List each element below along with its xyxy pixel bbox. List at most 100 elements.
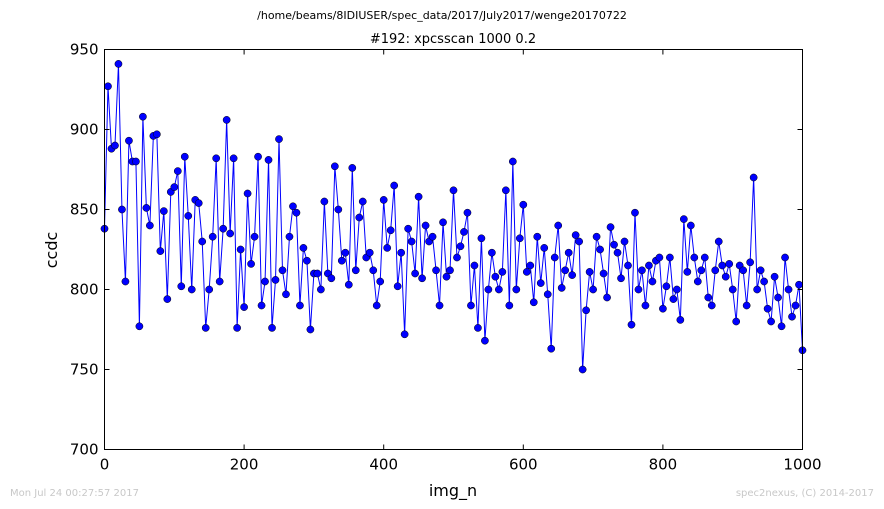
data-point xyxy=(163,295,172,303)
data-point xyxy=(435,301,444,310)
data-point xyxy=(714,237,723,246)
x-tick-label: 800 xyxy=(649,456,678,474)
data-point xyxy=(756,266,765,275)
data-point xyxy=(522,268,531,276)
data-point xyxy=(187,285,196,294)
data-point xyxy=(477,234,486,243)
data-point xyxy=(512,285,521,294)
data-point xyxy=(686,221,695,230)
data-point xyxy=(411,269,419,278)
data-point xyxy=(449,186,458,195)
data-point xyxy=(383,244,392,252)
data-point xyxy=(453,253,461,262)
data-point xyxy=(306,325,315,334)
data-point xyxy=(320,197,329,206)
data-point xyxy=(404,224,412,233)
data-point xyxy=(226,229,234,238)
data-point xyxy=(153,130,161,139)
data-point xyxy=(292,208,301,217)
y-tick-label: 850 xyxy=(70,201,99,219)
data-point xyxy=(526,261,535,270)
data-point xyxy=(603,293,611,302)
data-point xyxy=(397,248,405,257)
data-point xyxy=(767,317,775,326)
data-point xyxy=(278,266,287,275)
data-point xyxy=(505,301,514,310)
data-point xyxy=(645,261,653,270)
data-point xyxy=(264,156,273,164)
data-point xyxy=(222,116,231,124)
data-point xyxy=(540,244,549,252)
data-point xyxy=(400,330,409,339)
data-point xyxy=(557,284,566,292)
data-point xyxy=(697,266,706,275)
data-point xyxy=(777,322,786,331)
data-point xyxy=(125,136,133,145)
data-point xyxy=(529,298,538,307)
data-point xyxy=(254,152,262,161)
data-point xyxy=(121,277,130,286)
data-point xyxy=(135,322,144,331)
data-point xyxy=(247,260,255,268)
data-point xyxy=(257,301,266,310)
data-point xyxy=(536,279,545,287)
data-point xyxy=(638,266,646,275)
data-point xyxy=(495,285,503,294)
data-point xyxy=(484,285,493,294)
x-tick-label: 600 xyxy=(509,456,538,474)
data-point xyxy=(693,277,702,286)
data-point xyxy=(578,365,587,374)
data-point xyxy=(781,253,789,262)
data-point xyxy=(467,301,475,310)
data-point xyxy=(341,248,350,257)
data-point xyxy=(390,181,399,190)
data-point xyxy=(763,304,772,313)
data-point xyxy=(575,237,583,246)
data-point xyxy=(104,82,112,91)
data-point xyxy=(250,232,259,241)
data-point xyxy=(519,200,528,209)
data-point xyxy=(474,324,482,332)
data-point xyxy=(795,280,803,289)
data-point xyxy=(508,157,517,166)
data-point xyxy=(589,285,597,294)
x-axis-label: img_n xyxy=(429,481,477,501)
data-point xyxy=(571,231,580,239)
data-point xyxy=(676,316,685,324)
data-point xyxy=(582,306,590,315)
data-point xyxy=(372,301,381,310)
data-point xyxy=(159,207,168,215)
axis-ticks: 0 200 400 600 800 1000 700 750 800 850 900 950 xyxy=(70,41,822,474)
data-point xyxy=(282,290,290,299)
data-point xyxy=(111,141,119,150)
data-point xyxy=(317,285,325,294)
data-point xyxy=(784,285,793,294)
data-point xyxy=(369,266,378,275)
data-point xyxy=(662,282,671,291)
x-tick-label: 1000 xyxy=(783,456,821,474)
data-point xyxy=(201,324,210,332)
data-point xyxy=(205,285,214,294)
data-point xyxy=(393,282,402,291)
data-point xyxy=(240,303,248,311)
data-point xyxy=(446,266,454,275)
data-point xyxy=(491,272,500,281)
data-point xyxy=(634,285,643,294)
data-point xyxy=(299,244,308,252)
data-point xyxy=(641,301,650,310)
data-point xyxy=(725,260,734,268)
footer-credit: spec2nexus, (C) 2014-2017 xyxy=(735,488,874,499)
data-point xyxy=(208,232,217,241)
data-point xyxy=(728,285,737,294)
data-point xyxy=(142,204,151,212)
data-point xyxy=(707,301,716,310)
data-point xyxy=(753,285,761,294)
data-point xyxy=(711,266,720,275)
y-tick-label: 800 xyxy=(70,281,99,299)
data-point xyxy=(648,277,657,286)
data-point xyxy=(177,282,186,291)
data-point xyxy=(355,213,364,222)
data-point xyxy=(428,232,437,241)
data-point xyxy=(271,276,280,284)
data-point xyxy=(348,164,357,172)
